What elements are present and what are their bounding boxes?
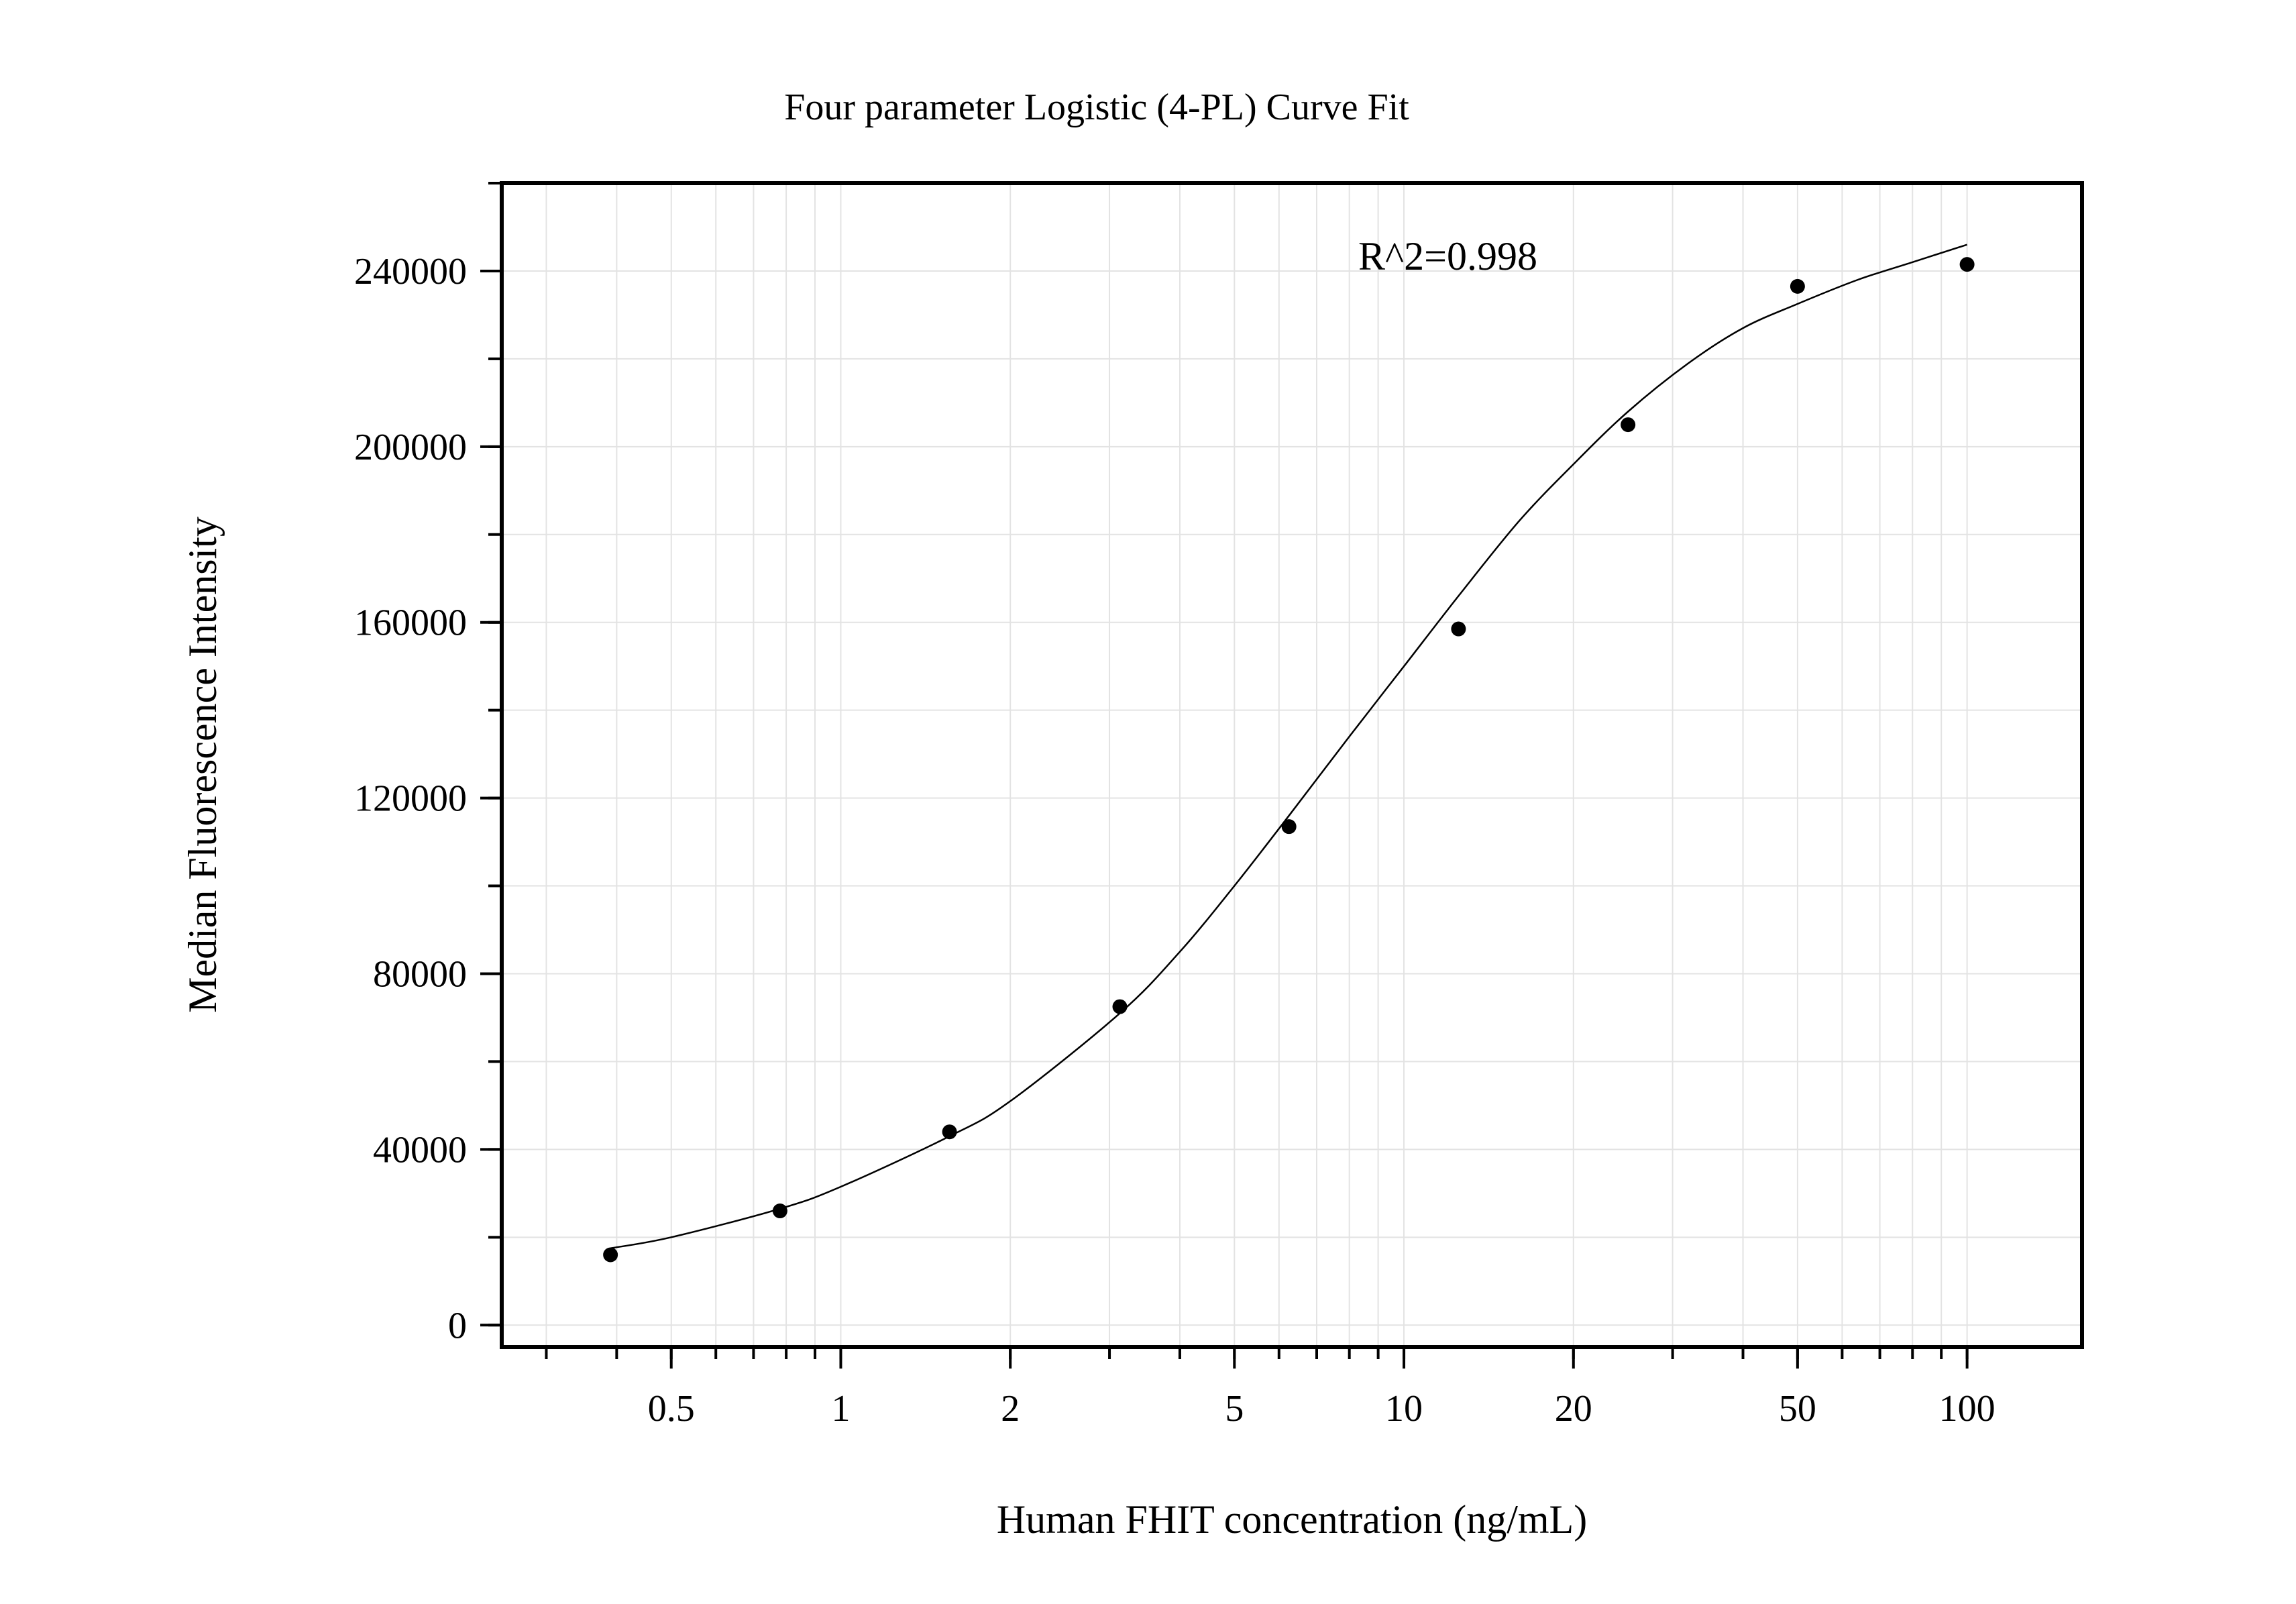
x-tick-label: 1 bbox=[831, 1388, 850, 1430]
x-tick-label: 10 bbox=[1385, 1388, 1423, 1430]
chart-title: Four parameter Logistic (4-PL) Curve Fit bbox=[784, 87, 1409, 128]
y-tick-label: 0 bbox=[448, 1305, 467, 1346]
x-tick-label: 100 bbox=[1939, 1388, 1996, 1430]
x-tick-label: 2 bbox=[1001, 1388, 1020, 1430]
y-tick-label: 40000 bbox=[373, 1129, 467, 1171]
axis-ticks bbox=[480, 182, 1969, 1369]
data-points bbox=[603, 257, 1975, 1263]
y-tick-label: 160000 bbox=[354, 602, 467, 644]
data-point bbox=[1451, 621, 1466, 637]
x-tick-label: 50 bbox=[1779, 1388, 1816, 1430]
x-tick-label: 20 bbox=[1555, 1388, 1592, 1430]
data-point bbox=[1112, 999, 1128, 1014]
r-squared-annotation: R^2=0.998 bbox=[1358, 234, 1537, 278]
y-tick-label: 200000 bbox=[354, 427, 467, 468]
x-axis-label: Human FHIT concentration (ng/mL) bbox=[997, 1497, 1587, 1542]
data-point bbox=[1281, 819, 1297, 835]
data-point bbox=[942, 1124, 957, 1140]
grid-lines bbox=[502, 182, 2082, 1347]
data-point bbox=[1621, 417, 1636, 433]
y-tick-label: 240000 bbox=[354, 251, 467, 292]
y-tick-labels: 0 40000 80000 120000 160000 200000 240000 bbox=[354, 251, 467, 1346]
y-axis-label: Median Fluorescence Intensity bbox=[180, 517, 225, 1013]
y-tick-label: 120000 bbox=[354, 778, 467, 820]
x-tick-label: 5 bbox=[1225, 1388, 1244, 1430]
data-point bbox=[772, 1204, 787, 1219]
x-tick-label: 0.5 bbox=[648, 1388, 695, 1430]
x-tick-labels: 0.5 1 2 5 10 20 50 100 bbox=[648, 1388, 1996, 1430]
data-point bbox=[1790, 278, 1805, 294]
plot-frame bbox=[500, 181, 2084, 1349]
data-point bbox=[603, 1247, 618, 1263]
data-point bbox=[1959, 257, 1975, 272]
fit-curve-line bbox=[610, 244, 1967, 1249]
y-tick-label: 80000 bbox=[373, 953, 467, 995]
